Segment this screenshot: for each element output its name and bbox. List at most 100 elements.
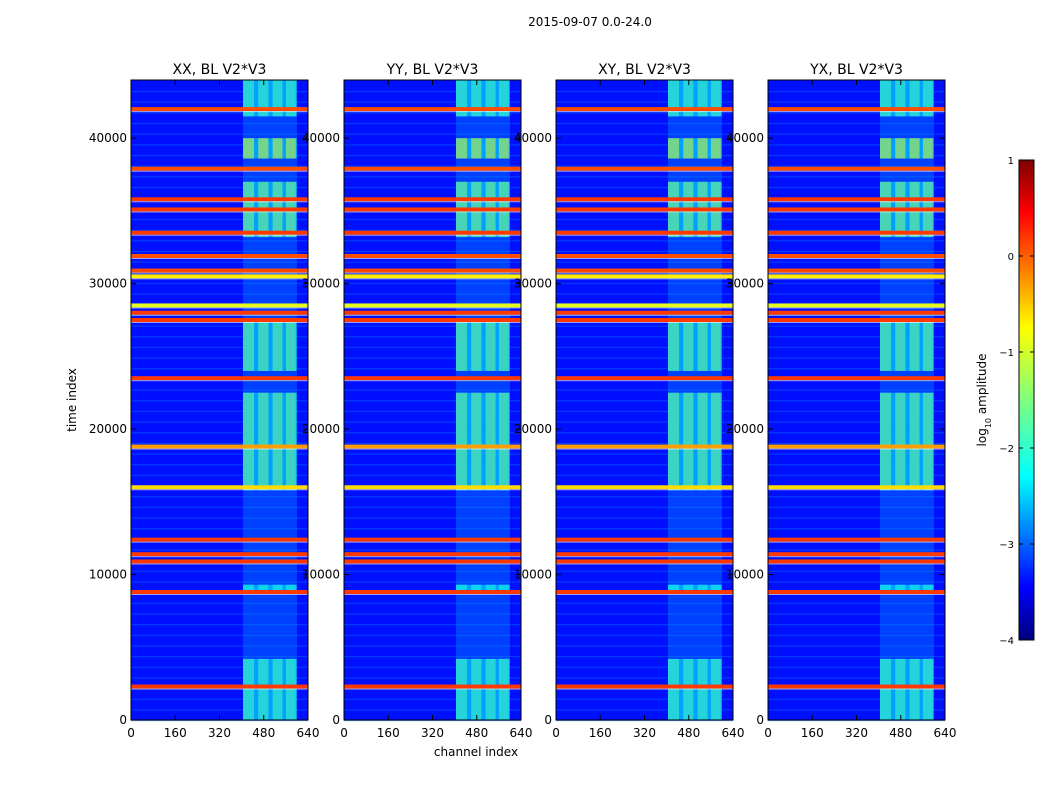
- x-tick-label: 160: [164, 726, 187, 740]
- rfi-line-edge: [556, 489, 733, 491]
- rfi-line-edge: [768, 322, 945, 323]
- noise-streak: [556, 101, 733, 103]
- noise-streak: [131, 112, 308, 114]
- noise-streak: [768, 549, 945, 551]
- rfi-line-edge: [556, 448, 733, 450]
- noise-streak: [768, 528, 945, 530]
- rfi-line: [344, 303, 521, 308]
- rfi-line: [768, 684, 945, 689]
- noise-streak: [344, 549, 521, 551]
- noise-streak: [131, 496, 308, 498]
- rfi-line: [556, 268, 733, 273]
- rfi-line-edge: [768, 594, 945, 595]
- noise-streak: [131, 282, 308, 285]
- rfi-line-edge: [131, 111, 308, 113]
- rfi-line-edge: [768, 489, 945, 491]
- signal-block: [710, 80, 721, 117]
- signal-block: [880, 138, 892, 159]
- rfi-line-edge: [131, 201, 308, 203]
- rfi-line-edge: [556, 688, 733, 690]
- signal-haze: [668, 80, 722, 720]
- signal-block: [471, 392, 482, 491]
- y-tick-label: 40000: [514, 131, 552, 145]
- noise-streak: [556, 506, 733, 508]
- signal-block: [909, 392, 920, 491]
- noise-streak: [768, 698, 945, 700]
- rfi-line-edge: [344, 556, 521, 558]
- noise-streak: [556, 250, 733, 253]
- noise-streak: [131, 549, 308, 551]
- rfi-line: [768, 230, 945, 235]
- y-tick-label: 20000: [726, 422, 764, 436]
- signal-block: [880, 80, 892, 117]
- signal-block: [668, 320, 680, 371]
- signal-block: [668, 80, 680, 117]
- rfi-line: [768, 268, 945, 273]
- rfi-line: [131, 444, 308, 449]
- signal-block: [880, 392, 892, 491]
- noise-streak: [344, 496, 521, 498]
- signal-block: [243, 80, 255, 117]
- noise-streak: [344, 240, 521, 242]
- y-tick-label: 0: [756, 713, 764, 727]
- signal-block: [272, 138, 283, 159]
- rfi-line: [344, 230, 521, 235]
- noise-streak: [556, 581, 733, 583]
- signal-block: [880, 584, 892, 594]
- noise-streak: [768, 176, 945, 178]
- noise-streak: [131, 400, 308, 402]
- panel-yy: YY, BL V2*V3 0 160 320 480 640 0 10000 20000 3000…: [302, 62, 533, 740]
- noise-streak: [768, 602, 945, 604]
- rfi-line-edge: [344, 258, 521, 259]
- noise-streak: [768, 496, 945, 498]
- rfi-line: [131, 268, 308, 273]
- noise-streak: [131, 581, 308, 583]
- noise-streak: [768, 432, 945, 434]
- signal-block: [471, 320, 482, 371]
- signal-block: [498, 392, 509, 491]
- signal-block: [909, 80, 920, 117]
- noise-streak: [344, 261, 521, 263]
- noise-streak: [344, 165, 521, 167]
- rfi-line: [131, 197, 308, 202]
- colorbar-label: log10 amplitude: [975, 354, 993, 447]
- noise-streak: [556, 368, 733, 370]
- noise-streak: [344, 357, 521, 359]
- rfi-line: [344, 166, 521, 171]
- signal-block: [710, 320, 721, 371]
- signal-block: [258, 138, 269, 159]
- noise-streak: [344, 677, 521, 679]
- noise-streak: [131, 517, 308, 519]
- rfi-line-edge: [131, 448, 308, 450]
- noise-streak: [768, 570, 945, 572]
- signal-band: [243, 138, 297, 159]
- rfi-line-edge: [344, 111, 521, 113]
- signal-band: [243, 584, 297, 594]
- noise-streak: [768, 389, 945, 391]
- noise-streak: [344, 453, 521, 455]
- noise-streak: [556, 666, 733, 668]
- noise-streak: [768, 410, 945, 413]
- rfi-line: [768, 590, 945, 594]
- rfi-line: [768, 310, 945, 315]
- noise-streak: [131, 336, 308, 338]
- noise-streak: [131, 432, 308, 434]
- rfi-line-edge: [131, 563, 308, 565]
- signal-block: [683, 320, 694, 371]
- noise-streak: [131, 229, 308, 231]
- noise-streak: [556, 357, 733, 359]
- noise-streak: [556, 656, 733, 658]
- noise-streak: [344, 389, 521, 391]
- signal-block: [456, 80, 468, 117]
- signal-block: [498, 80, 509, 117]
- noise-streak: [344, 634, 521, 636]
- signal-block: [710, 584, 721, 594]
- rfi-line-edge: [768, 111, 945, 113]
- noise-streak: [768, 720, 945, 722]
- rfi-line: [556, 318, 733, 322]
- noise-streak: [131, 464, 308, 466]
- noise-streak: [768, 240, 945, 242]
- noise-streak: [131, 645, 308, 647]
- noise-streak: [768, 517, 945, 519]
- rfi-line: [131, 376, 308, 381]
